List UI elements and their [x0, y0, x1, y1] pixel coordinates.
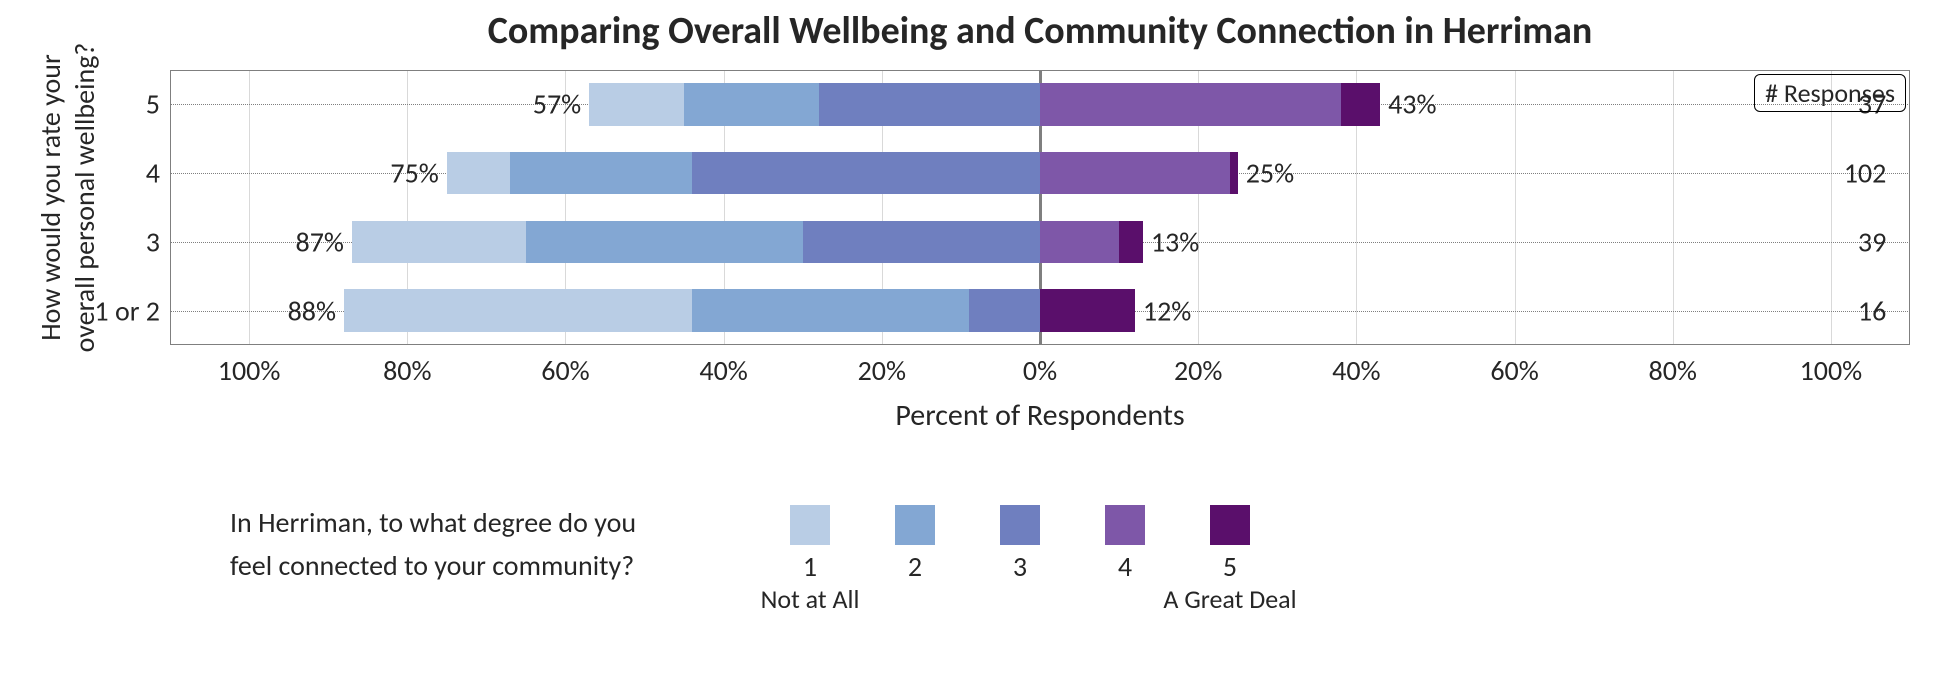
- chart-title: Comparing Overall Wellbeing and Communit…: [170, 8, 1910, 54]
- bar-segment: [969, 289, 1040, 332]
- legend-swatch: [1000, 505, 1040, 545]
- bar-segment: [1119, 221, 1143, 264]
- legend-question: In Herriman, to what degree do you feel …: [230, 501, 636, 588]
- bar-segment: [1040, 152, 1230, 195]
- right-pct-label: 12%: [1143, 293, 1191, 328]
- legend-swatch: [895, 505, 935, 545]
- y-tick-label: 3: [75, 224, 160, 259]
- legend-number: 3: [1013, 549, 1027, 584]
- y-tick-label: 4: [75, 156, 160, 191]
- y-tick-label: 1 or 2: [75, 293, 160, 328]
- bar-segment: [692, 289, 969, 332]
- left-pct-label: 88%: [288, 293, 336, 328]
- bar-segment: [526, 221, 803, 264]
- bar-segment: [344, 289, 692, 332]
- plot-area: 57%43%3775%25%10287%13%3988%12%16: [170, 70, 1910, 345]
- legend-number: 2: [908, 549, 922, 584]
- legend-end-label: Not at All: [761, 583, 860, 615]
- y-tick-label: 5: [75, 87, 160, 122]
- x-tick-label: 80%: [383, 353, 431, 388]
- x-tick-label: 20%: [1174, 353, 1222, 388]
- right-pct-label: 13%: [1151, 224, 1199, 259]
- bar-segment: [692, 152, 1040, 195]
- bar-segment: [447, 152, 510, 195]
- responses-header: # Responses: [1754, 74, 1906, 112]
- bar-segment: [510, 152, 692, 195]
- x-tick-label: 80%: [1649, 353, 1697, 388]
- right-pct-label: 43%: [1388, 87, 1436, 122]
- legend-number: 4: [1118, 549, 1132, 584]
- x-tick-label: 60%: [541, 353, 589, 388]
- response-count: 39: [1826, 224, 1886, 259]
- legend-swatch: [1105, 505, 1145, 545]
- left-pct-label: 75%: [390, 156, 438, 191]
- x-tick-label: 20%: [858, 353, 906, 388]
- x-tick-label: 40%: [699, 353, 747, 388]
- legend-number: 5: [1223, 549, 1237, 584]
- x-tick-label: 100%: [218, 353, 281, 388]
- bar-segment: [684, 83, 818, 126]
- left-pct-label: 87%: [296, 224, 344, 259]
- legend-end-label: A Great Deal: [1163, 583, 1296, 615]
- legend-swatch: [1210, 505, 1250, 545]
- response-count: 102: [1826, 156, 1886, 191]
- left-pct-label: 57%: [533, 87, 581, 122]
- bar-segment: [1040, 289, 1135, 332]
- bar-segment: [1040, 83, 1341, 126]
- x-tick-label: 100%: [1800, 353, 1863, 388]
- bar-segment: [1040, 221, 1119, 264]
- x-tick-label: 60%: [1490, 353, 1538, 388]
- bar-segment: [819, 83, 1040, 126]
- bar-segment: [1341, 83, 1381, 126]
- gridline-vertical: [1673, 70, 1674, 345]
- bar-segment: [803, 221, 1040, 264]
- bar-segment: [589, 83, 684, 126]
- legend-swatch: [790, 505, 830, 545]
- bar-segment: [1230, 152, 1238, 195]
- response-count: 16: [1826, 293, 1886, 328]
- bar-segment: [352, 221, 526, 264]
- x-axis-title: Percent of Respondents: [170, 397, 1910, 434]
- gridline-vertical: [1515, 70, 1516, 345]
- x-tick-label: 40%: [1332, 353, 1380, 388]
- legend-number: 1: [803, 549, 817, 584]
- x-tick-label: 0%: [1023, 353, 1057, 388]
- right-pct-label: 25%: [1246, 156, 1294, 191]
- gridline-vertical: [249, 70, 250, 345]
